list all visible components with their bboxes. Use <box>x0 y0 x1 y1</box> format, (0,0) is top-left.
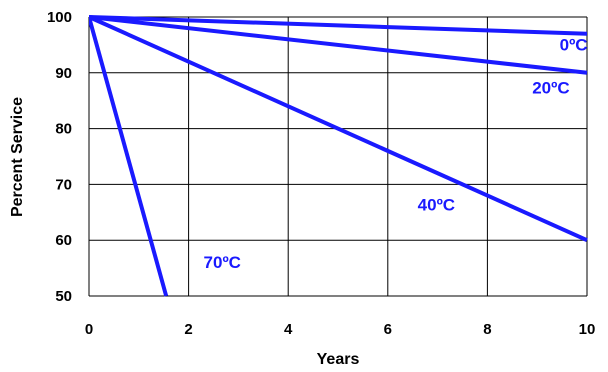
series-label-0: 0ºC <box>560 35 588 54</box>
series-labels: 0ºC 20ºC 40ºC 70ºC <box>204 35 588 272</box>
grid <box>88 16 588 297</box>
x-tick-labels: 0 2 4 6 8 10 <box>85 321 596 338</box>
y-tick-labels: 50 60 70 80 90 100 <box>47 9 72 305</box>
x-axis-label: Years <box>317 351 360 368</box>
x-tick-label-8: 8 <box>483 321 491 338</box>
x-tick-label-4: 4 <box>284 321 293 338</box>
series-line-2 <box>89 15 588 243</box>
x-tick-label-0: 0 <box>85 321 93 338</box>
y-tick-label-80: 80 <box>55 121 72 138</box>
series-line-0 <box>89 15 588 36</box>
series-lines <box>89 15 588 297</box>
y-axis-label: Percent Service <box>9 97 26 217</box>
y-tick-label-90: 90 <box>55 65 72 82</box>
series-label-3: 70ºC <box>204 253 241 272</box>
x-tick-label-6: 6 <box>384 321 392 338</box>
y-tick-label-70: 70 <box>55 176 72 193</box>
x-tick-label-10: 10 <box>579 321 596 338</box>
y-tick-label-50: 50 <box>55 288 72 305</box>
y-tick-label-60: 60 <box>55 232 72 249</box>
series-label-2: 40ºC <box>418 196 455 215</box>
series-label-1: 20ºC <box>532 78 569 97</box>
x-tick-label-2: 2 <box>184 321 192 338</box>
y-tick-label-100: 100 <box>47 9 72 26</box>
series-line-1 <box>89 15 588 75</box>
series-line-3 <box>89 16 169 297</box>
